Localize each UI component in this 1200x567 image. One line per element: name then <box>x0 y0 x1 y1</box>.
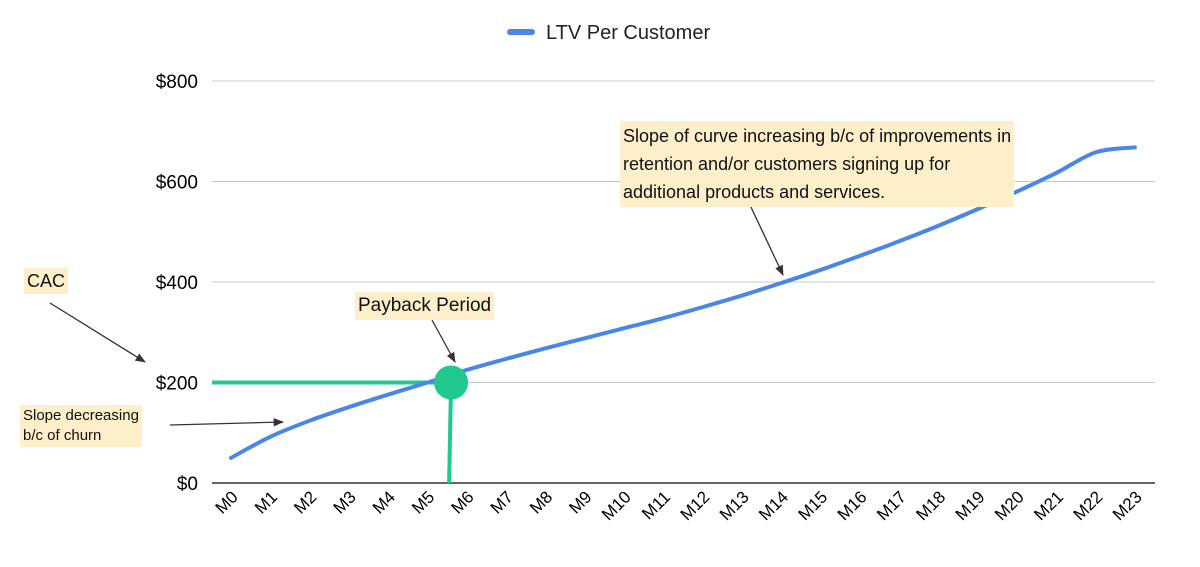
slope-increasing-line-3: additional products and services. <box>623 182 886 202</box>
slope-decreasing-line-1: Slope decreasing <box>23 407 139 424</box>
x-tick-label: M6 <box>447 487 477 517</box>
x-axis-tick-labels: M0 M1 M2 M3 M4 M5 M6 M7 M8 M9 M10 M11 M12 M13 M14 M15 M1… <box>212 487 1146 524</box>
x-tick-label: M15 <box>795 487 832 524</box>
slope-decreasing-line-2: b/c of churn <box>23 427 102 444</box>
x-tick-label: M22 <box>1070 487 1107 524</box>
slope-increasing-arrow <box>749 204 784 276</box>
x-tick-label: M1 <box>251 487 281 517</box>
x-tick-label: M18 <box>912 487 949 524</box>
x-tick-label: M21 <box>1030 487 1067 524</box>
slope-increasing-line-1: Slope of curve increasing b/c of improve… <box>623 126 1012 146</box>
y-tick-label: $200 <box>156 374 198 395</box>
y-axis-tick-labels: $0 $200 $400 $600 $800 <box>156 72 198 495</box>
x-tick-label: M14 <box>755 487 792 524</box>
x-tick-label: M7 <box>487 487 517 517</box>
slope-decreasing-arrow <box>169 418 285 427</box>
x-tick-label: M10 <box>598 487 635 524</box>
payback-annotation: Payback Period <box>355 292 495 320</box>
x-tick-label: M4 <box>369 487 399 517</box>
x-tick-label: M2 <box>290 487 320 517</box>
slope-increasing-annotation: Slope of curve increasing b/c of improve… <box>620 121 1015 207</box>
series-line-ltv <box>229 145 1137 460</box>
x-tick-label: M19 <box>952 487 989 524</box>
chart-legend: LTV Per Customer <box>507 22 710 44</box>
x-tick-label: M0 <box>212 487 242 517</box>
x-tick-label: M11 <box>638 487 674 523</box>
slope-decreasing-annotation: Slope decreasing b/c of churn <box>20 405 142 447</box>
x-tick-label: M5 <box>408 487 438 517</box>
slope-increasing-line-2: retention and/or customers signing up fo… <box>623 154 951 174</box>
x-tick-label: M16 <box>834 487 871 524</box>
x-tick-label: M8 <box>526 487 556 517</box>
y-tick-label: $0 <box>177 474 198 495</box>
x-tick-label: M12 <box>677 487 714 524</box>
payback-point <box>434 365 469 400</box>
payback-arrow <box>431 319 456 363</box>
x-tick-label: M9 <box>565 487 595 517</box>
x-tick-label: M23 <box>1109 487 1146 524</box>
x-tick-label: M20 <box>991 487 1028 524</box>
legend-label: LTV Per Customer <box>546 22 710 44</box>
y-tick-label: $600 <box>156 173 198 194</box>
cac-annotation: CAC <box>24 268 69 295</box>
x-tick-label: M13 <box>716 487 753 524</box>
x-tick-label: M3 <box>330 487 360 517</box>
y-tick-label: $800 <box>156 72 198 93</box>
y-tick-label: $400 <box>156 273 198 294</box>
x-tick-label: M17 <box>873 487 910 524</box>
cac-arrow <box>49 302 146 363</box>
